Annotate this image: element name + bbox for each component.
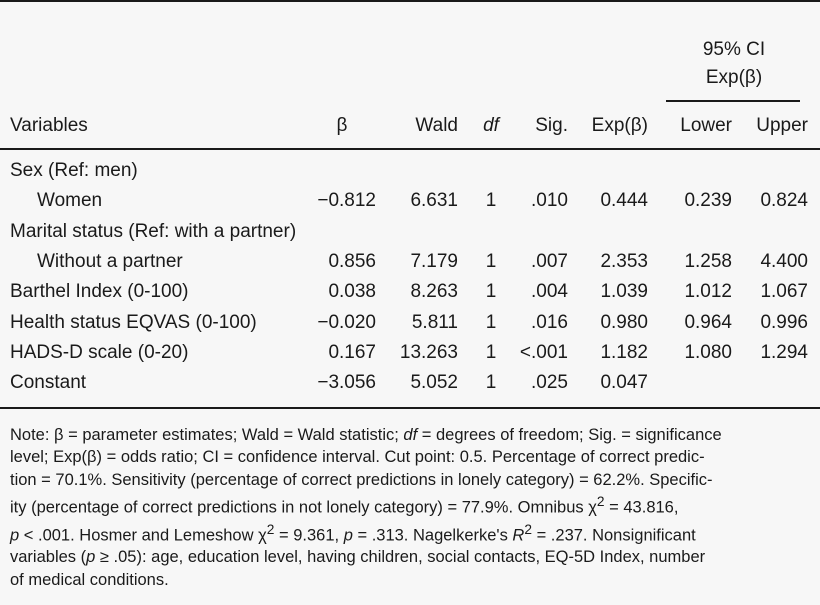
cell-expb: 0.047 — [600, 372, 648, 394]
row-label: Constant — [10, 372, 87, 394]
row-label: Marital status (Ref: with a partner) — [10, 220, 297, 242]
note-line: level; Exp(β) = odds ratio; CI = confide… — [10, 448, 705, 467]
cell-beta: 0.167 — [328, 341, 376, 363]
cell-wald: 7.179 — [410, 250, 458, 272]
cell-beta: 0.038 — [328, 281, 376, 303]
cell-sig: .016 — [531, 311, 568, 333]
cell-beta: −0.812 — [317, 190, 376, 212]
cell-beta: −3.056 — [317, 372, 376, 394]
cell-sig: .025 — [531, 372, 568, 394]
ci-header-line2: Exp(β) — [705, 67, 763, 88]
cell-lower: 0.239 — [684, 190, 732, 212]
col-header-wald: Wald — [415, 115, 458, 136]
cell-lower: 1.012 — [684, 281, 732, 303]
table-bottom-rule — [0, 407, 820, 409]
col-header-lower: Lower — [680, 115, 732, 136]
col-header-sig: Sig. — [535, 115, 568, 136]
note-line: of medical conditions. — [10, 570, 169, 589]
col-header-expb: Exp(β) — [591, 115, 648, 136]
cell-wald: 5.811 — [411, 311, 458, 333]
cell-sig: .010 — [531, 190, 568, 212]
cell-lower: 1.258 — [684, 250, 732, 272]
cell-df: 1 — [485, 341, 497, 363]
note-line: ity (percentage of correct predictions i… — [10, 493, 679, 517]
cell-sig: .004 — [531, 281, 568, 303]
cell-expb: 0.980 — [600, 311, 648, 333]
note-line: p < .001. Hosmer and Lemeshow χ2 = 9.361… — [10, 521, 696, 545]
cell-df: 1 — [485, 250, 497, 272]
cell-sig: <.001 — [519, 341, 568, 363]
cell-upper: 4.400 — [760, 250, 808, 272]
table-note: Note: β = parameter estimates; Wald = Wa… — [10, 424, 810, 591]
cell-lower: 1.080 — [684, 341, 732, 363]
cell-df: 1 — [485, 190, 497, 212]
cell-lower: 0.964 — [684, 311, 732, 333]
col-header-upper: Upper — [756, 115, 808, 136]
col-header-variables: Variables — [10, 115, 88, 136]
col-header-beta: β — [336, 115, 348, 136]
cell-expb: 0.444 — [600, 190, 648, 212]
cell-expb: 1.039 — [600, 281, 648, 303]
cell-expb: 1.182 — [600, 341, 648, 363]
cell-wald: 6.631 — [410, 190, 458, 212]
header-rule — [0, 148, 820, 150]
row-label: HADS-D scale (0-20) — [10, 341, 189, 363]
cell-wald: 5.052 — [410, 372, 458, 394]
cell-upper: 1.294 — [760, 341, 808, 363]
cell-df: 1 — [485, 372, 497, 394]
row-label: Sex (Ref: men) — [10, 160, 138, 181]
cell-beta: −0.020 — [317, 311, 376, 333]
note-line: variables (p ≥ .05): age, education leve… — [10, 548, 706, 567]
cell-beta: 0.856 — [328, 250, 376, 272]
cell-wald: 13.263 — [399, 341, 458, 363]
col-header-df: df — [483, 115, 499, 136]
row-label: Women — [37, 190, 103, 212]
cell-upper: 0.996 — [760, 311, 808, 333]
row-label: Health status EQVAS (0-100) — [10, 311, 257, 333]
cell-upper: 1.067 — [760, 281, 808, 303]
note-line: Note: β = parameter estimates; Wald = Wa… — [10, 426, 722, 444]
cell-wald: 8.263 — [410, 281, 458, 303]
ci-header-rule — [666, 100, 800, 102]
cell-expb: 2.353 — [600, 250, 648, 272]
cell-df: 1 — [485, 281, 497, 303]
note-line: tion = 70.1%. Sensitivity (percentage of… — [10, 470, 713, 489]
cell-upper: 0.824 — [760, 190, 808, 212]
ci-header-line1: 95% CI — [702, 39, 766, 60]
row-label: Without a partner — [37, 250, 183, 272]
row-label: Barthel Index (0-100) — [10, 281, 189, 303]
table-top-rule — [0, 0, 820, 2]
cell-df: 1 — [485, 311, 497, 333]
cell-sig: .007 — [531, 250, 568, 272]
